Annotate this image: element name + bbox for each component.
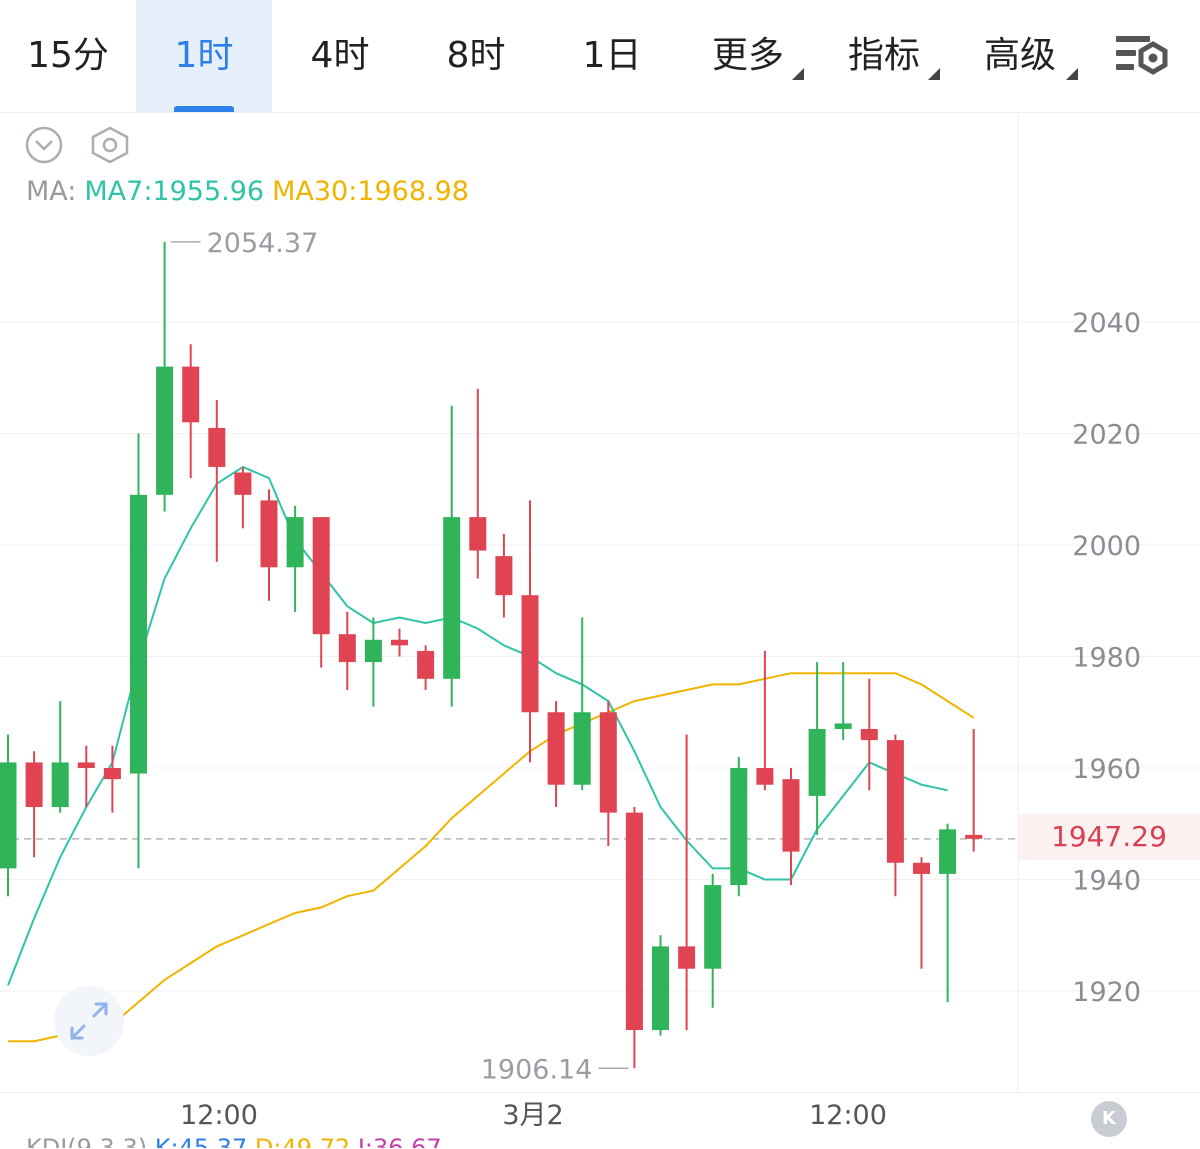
tab-label: 8时 <box>446 35 506 76</box>
candle-body-up <box>573 712 591 785</box>
expand-icon <box>70 1002 108 1040</box>
candle-body-down <box>886 740 904 863</box>
candle-body-up <box>730 768 748 886</box>
candle-body-down <box>782 779 800 852</box>
candle-body-down <box>182 366 200 423</box>
dropdown-corner-icon <box>1066 68 1078 80</box>
hexagon-settings-icon <box>91 126 129 164</box>
y-tick-label: 1960 <box>1072 754 1141 785</box>
x-tick-label: 12:00 <box>809 1100 887 1131</box>
candle-body-up <box>808 728 826 796</box>
candle-body-down <box>469 517 487 551</box>
tab-advanced[interactable]: 高级 <box>952 0 1088 112</box>
tab-1hour[interactable]: 1时 <box>136 0 272 112</box>
current-price-label: 1947.29 <box>1018 814 1200 860</box>
candle-body-down <box>860 728 878 741</box>
ma30-value: MA30:1968.98 <box>272 176 469 207</box>
high-price-label: 2054.37 <box>207 228 319 259</box>
tab-label: 4时 <box>310 35 370 76</box>
candle-body-down <box>965 834 983 839</box>
candle-body-down <box>417 650 435 679</box>
tab-label: 15分 <box>27 35 109 76</box>
chart-settings-icon <box>1116 36 1168 75</box>
y-tick-label: 1940 <box>1072 866 1141 897</box>
fullscreen-button[interactable] <box>54 986 124 1056</box>
ma7-value: MA7:1955.96 <box>84 176 265 207</box>
candle-body-down <box>77 762 95 768</box>
candle-body-down <box>625 812 643 1031</box>
tab-label: 高级 <box>983 35 1056 76</box>
tab-8hour[interactable]: 8时 <box>408 0 544 112</box>
tab-15min[interactable]: 15分 <box>0 0 136 112</box>
y-tick-label: 1980 <box>1072 643 1141 674</box>
y-tick-label: 2000 <box>1072 531 1141 562</box>
dropdown-corner-icon <box>792 68 804 80</box>
timeframe-tabbar: 15分 1时 4时 8时 1日 更多 指标 高级 <box>0 0 1200 113</box>
candle-body-down <box>756 768 774 785</box>
time-axis <box>0 1092 1200 1149</box>
tab-label: 1时 <box>174 35 234 76</box>
candle-body-down <box>234 472 252 495</box>
ma-label: MA: <box>26 176 77 207</box>
low-price-label: 1906.14 <box>481 1054 593 1085</box>
candle-body-up <box>704 885 722 969</box>
candle-body-down <box>678 946 696 969</box>
tab-1day[interactable]: 1日 <box>544 0 680 112</box>
candle-body-up <box>364 639 382 663</box>
kdj-d-value: D:49.72 <box>254 1134 351 1148</box>
candle-body-down <box>391 639 408 646</box>
candle-body-down <box>25 762 43 808</box>
candle-body-down <box>208 427 226 467</box>
x-tick-label: 12:00 <box>180 1100 258 1131</box>
candle-body-up <box>130 494 147 774</box>
candle-body-down <box>913 862 930 874</box>
chart-settings-button[interactable] <box>1110 30 1174 84</box>
candle-body-up <box>443 517 461 679</box>
candle-body-down <box>521 595 539 713</box>
candle-body-up <box>652 946 669 1031</box>
candle-body-down <box>103 768 121 780</box>
candle-body-down <box>547 712 565 785</box>
kdj-legend: KDJ(9,3,3) K:45.37 D:49.72 J:36.67 <box>26 1134 442 1148</box>
y-tick-label: 2020 <box>1072 420 1141 451</box>
candle-body-down <box>312 517 330 635</box>
tab-4hour[interactable]: 4时 <box>272 0 408 112</box>
candle-body-down <box>260 500 278 568</box>
tab-more[interactable]: 更多 <box>680 0 816 112</box>
candle-body-up <box>156 366 174 495</box>
candle-body-up <box>834 723 852 729</box>
kdj-label: KDJ(9,3,3) <box>26 1134 148 1148</box>
candle-body-up <box>51 762 69 808</box>
candle-body-up <box>0 762 17 869</box>
dropdown-corner-icon <box>928 68 940 80</box>
y-tick-label: 1920 <box>1072 977 1141 1008</box>
ma30-line <box>8 672 975 1043</box>
x-tick-label: 3月2 <box>502 1100 563 1131</box>
candle-body-up <box>939 829 957 874</box>
candle-body-down <box>599 712 617 813</box>
candle-body-up <box>286 517 304 568</box>
jump-to-latest-button[interactable]: K <box>1091 1101 1127 1137</box>
active-tab-indicator <box>174 106 234 112</box>
tab-label: 1日 <box>582 35 642 76</box>
kdj-k-value: K:45.37 <box>154 1134 248 1148</box>
tab-indicators[interactable]: 指标 <box>816 0 952 112</box>
collapse-indicator-button[interactable] <box>24 125 64 165</box>
tab-label: 更多 <box>711 35 784 76</box>
candle-body-down <box>338 634 356 663</box>
ma-legend: MA: MA7:1955.96 MA30:1968.98 <box>26 176 477 207</box>
candle-body-down <box>495 556 513 596</box>
tab-label: 指标 <box>847 35 920 76</box>
kdj-j-value: J:36.67 <box>357 1134 442 1148</box>
indicator-settings-button[interactable] <box>89 125 131 165</box>
jump-to-latest-icon: K <box>1102 1108 1116 1129</box>
y-tick-label: 2040 <box>1072 308 1141 339</box>
chevron-down-circle-icon <box>25 126 63 164</box>
